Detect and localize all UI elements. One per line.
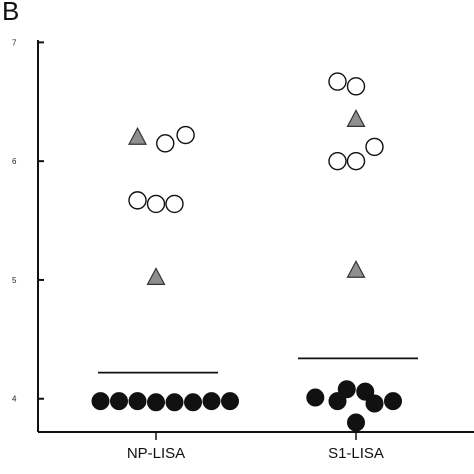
triangle-point	[346, 259, 366, 278]
open-circle-point	[328, 72, 347, 91]
x-tick-label: S1-LISA	[328, 445, 384, 462]
filled-circle-point	[221, 392, 239, 411]
filled-circle-point	[202, 392, 221, 411]
x-tick-label: NP-LISA	[127, 445, 185, 462]
filled-circle-point	[328, 392, 347, 411]
filled-circle-point	[356, 382, 375, 401]
filled-circle-point	[384, 392, 402, 411]
filled-circle-point	[91, 392, 110, 411]
filled-circle-point	[365, 394, 384, 413]
open-circle-point	[328, 151, 347, 171]
y-tick-label: 5	[12, 276, 17, 285]
triangle-point	[346, 109, 366, 127]
open-circle-point	[346, 151, 366, 171]
filled-circle-point	[128, 392, 147, 411]
open-circle-point	[176, 125, 195, 145]
open-circle-point	[165, 194, 184, 214]
filled-circle-point	[347, 413, 365, 432]
open-circle-point	[156, 134, 175, 153]
filled-circle-point	[306, 388, 325, 407]
open-circle-point	[346, 77, 366, 96]
open-circle-point	[146, 194, 166, 214]
open-circle-point	[128, 191, 147, 210]
filled-circle-point	[147, 393, 165, 412]
triangle-point	[128, 126, 147, 145]
filled-circle-point	[165, 393, 184, 412]
open-circle-point	[365, 137, 384, 157]
panel-letter: B	[2, 0, 20, 26]
filled-circle-point	[110, 392, 128, 411]
data-points	[91, 72, 402, 432]
y-tick-label: 6	[12, 157, 17, 166]
filled-circle-point	[184, 393, 202, 412]
axes	[37, 40, 474, 440]
filled-circle-point	[337, 380, 356, 399]
cutoff-lines	[98, 357, 418, 374]
y-tick-label: 4	[12, 395, 17, 404]
y-tick-label: 7	[12, 38, 17, 47]
triangle-point	[146, 267, 166, 285]
axis-labels: 4 5 6 7 NP-LISA S1-LISA	[12, 38, 384, 462]
